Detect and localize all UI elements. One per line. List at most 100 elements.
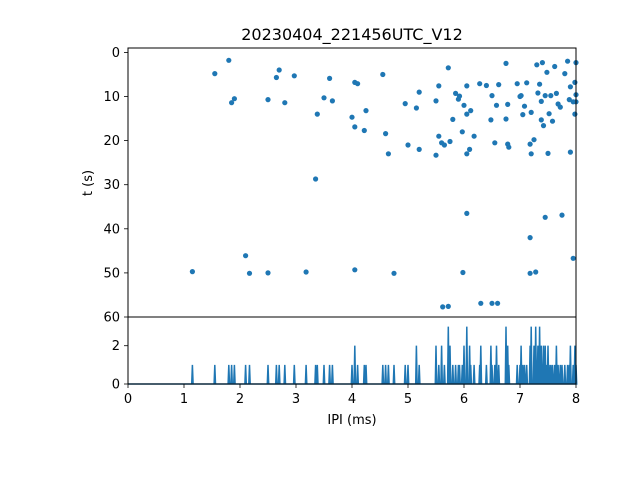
scatter-point bbox=[445, 303, 451, 309]
scatter-point bbox=[503, 60, 509, 66]
scatter-point bbox=[329, 98, 335, 104]
scatter-point bbox=[402, 101, 408, 107]
scatter-point bbox=[534, 62, 540, 68]
scatter-point bbox=[433, 98, 439, 104]
scatter-point bbox=[570, 255, 576, 261]
x-tick-label: 5 bbox=[404, 392, 412, 407]
y-tick-label: 40 bbox=[103, 222, 120, 237]
scatter-point bbox=[495, 300, 501, 306]
scatter-point bbox=[459, 129, 465, 135]
scatter-point bbox=[557, 104, 563, 110]
scatter-point bbox=[544, 69, 550, 75]
scatter-point bbox=[528, 151, 534, 157]
scatter-point bbox=[559, 212, 565, 218]
scatter-point bbox=[488, 117, 494, 123]
y-tick-label: 30 bbox=[103, 178, 120, 193]
scatter-point bbox=[212, 71, 218, 77]
scatter-point bbox=[531, 137, 537, 143]
scatter-point bbox=[265, 97, 271, 103]
scatter-point bbox=[436, 83, 442, 89]
scatter-point bbox=[229, 100, 235, 106]
scatter-point bbox=[537, 81, 543, 87]
scatter-point bbox=[477, 81, 483, 87]
scatter-point bbox=[489, 300, 495, 306]
y-tick-label: 10 bbox=[103, 90, 120, 105]
scatter-point bbox=[539, 60, 546, 66]
scatter-point bbox=[546, 111, 552, 117]
scatter-point bbox=[567, 149, 574, 155]
scatter-point bbox=[246, 270, 253, 276]
scatter-point bbox=[572, 111, 578, 117]
chart-title: 20230404_221456UTC_V12 bbox=[241, 25, 463, 45]
scatter-panel: 0 10 20 30 40 50 60 t (s) bbox=[81, 46, 579, 326]
scatter-point bbox=[349, 114, 355, 120]
scatter-point bbox=[478, 300, 484, 306]
scatter-point bbox=[489, 93, 495, 99]
scatter-point bbox=[361, 127, 367, 134]
histogram-x-axis-label: IPI (ms) bbox=[327, 413, 376, 428]
y-tick-label: 0 bbox=[112, 46, 120, 61]
scatter-point bbox=[552, 63, 558, 70]
scatter-point bbox=[291, 73, 297, 79]
scatter-point bbox=[542, 214, 548, 220]
scatter-point bbox=[405, 142, 411, 148]
scatter-point bbox=[518, 93, 524, 99]
scatter-point bbox=[303, 269, 309, 275]
x-tick-label: 8 bbox=[572, 392, 580, 407]
scatter-point bbox=[538, 117, 544, 123]
scatter-point bbox=[548, 93, 554, 99]
x-tick-label: 4 bbox=[348, 392, 356, 407]
scatter-point bbox=[527, 235, 533, 241]
scatter-point bbox=[433, 152, 439, 158]
scatter-point bbox=[440, 304, 446, 310]
scatter-point bbox=[533, 269, 539, 275]
scatter-point bbox=[265, 270, 271, 276]
x-tick-label: 3 bbox=[292, 392, 300, 407]
scatter-point bbox=[313, 176, 319, 182]
scatter-point bbox=[380, 71, 386, 78]
y-tick-label: 20 bbox=[103, 134, 120, 149]
scatter-point bbox=[447, 138, 453, 145]
scatter-point bbox=[282, 100, 288, 106]
x-tick-label: 2 bbox=[236, 392, 244, 407]
scatter-point bbox=[528, 109, 534, 115]
y-tick-label: 0 bbox=[112, 378, 120, 393]
scatter-point bbox=[450, 116, 456, 122]
scatter-point bbox=[464, 151, 470, 157]
scatter-point bbox=[520, 112, 526, 118]
scatter-point bbox=[527, 270, 533, 276]
scatter-point bbox=[456, 93, 463, 99]
scatter-point bbox=[416, 89, 422, 95]
y-tick-label: 60 bbox=[103, 311, 120, 326]
scatter-point bbox=[471, 133, 477, 139]
scatter-point bbox=[505, 101, 511, 107]
scatter-point bbox=[321, 95, 327, 101]
scatter-point bbox=[493, 102, 500, 108]
scatter-point bbox=[468, 108, 474, 114]
scatter-point bbox=[566, 97, 572, 103]
scatter-point bbox=[352, 124, 358, 130]
scatter-point bbox=[273, 74, 279, 81]
scatter-point bbox=[553, 90, 560, 96]
y-tick-label: 2 bbox=[112, 339, 120, 354]
histogram-x-ticks: 0 1 2 3 4 5 6 7 8 bbox=[124, 384, 580, 407]
scatter-point bbox=[391, 270, 397, 276]
scatter-point bbox=[352, 267, 358, 273]
scatter-point bbox=[567, 84, 574, 90]
scatter-point bbox=[363, 108, 369, 114]
histogram-y-ticks: 02 bbox=[112, 339, 128, 393]
scatter-point bbox=[441, 142, 447, 148]
scatter-point bbox=[467, 146, 473, 152]
scatter-point bbox=[483, 82, 489, 89]
scatter-point bbox=[549, 118, 556, 124]
scatter-point bbox=[565, 58, 571, 64]
scatter-point bbox=[514, 81, 520, 87]
scatter-point bbox=[542, 93, 548, 99]
scatter-y-ticks: 0 10 20 30 40 50 60 bbox=[103, 46, 128, 326]
x-tick-label: 7 bbox=[516, 392, 524, 407]
x-tick-label: 1 bbox=[180, 392, 188, 407]
scatter-point bbox=[189, 269, 195, 275]
scatter-point bbox=[436, 133, 442, 139]
